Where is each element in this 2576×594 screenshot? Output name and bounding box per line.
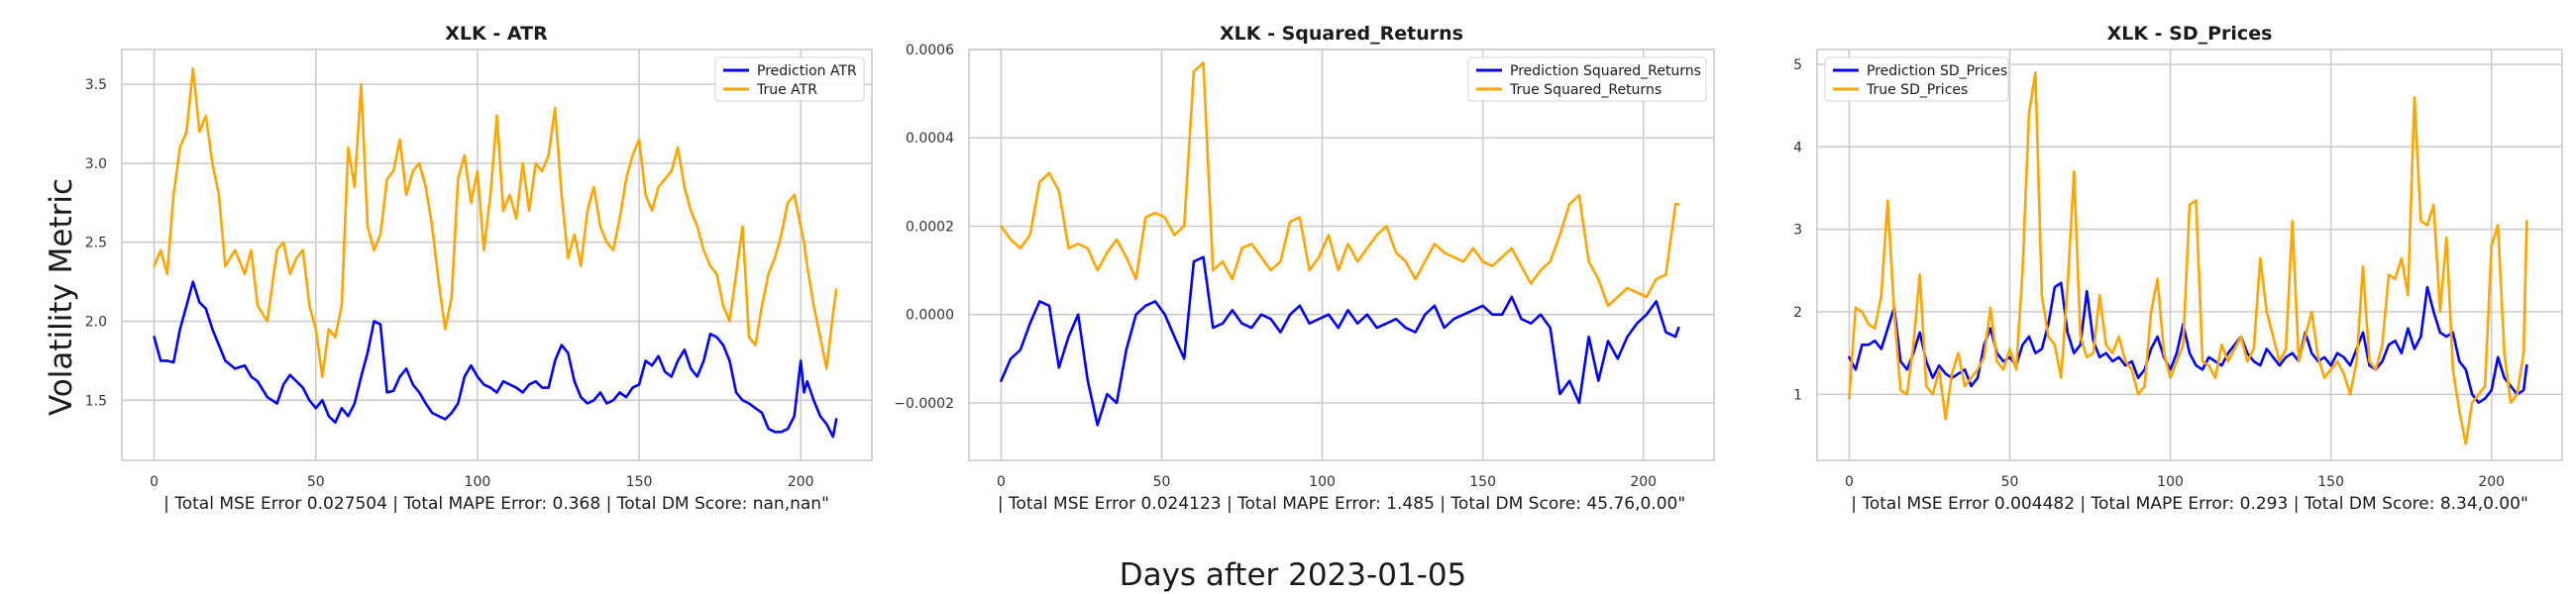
- x-tick-label: 150: [1469, 474, 1496, 490]
- y-tick-label: 2: [1793, 305, 1802, 321]
- series-sd-prices: [1848, 71, 2528, 446]
- y-tick-label: 2.5: [85, 236, 107, 251]
- legend-entry: True ATR: [756, 82, 817, 98]
- xticks-atr: 0 50 100 150 200: [150, 474, 813, 490]
- legend-atr: Prediction ATR True ATR: [714, 56, 865, 102]
- legend-entry: Prediction Squared_Returns: [1510, 63, 1701, 79]
- y-tick-label: 3.5: [85, 77, 107, 93]
- x-tick-label: 50: [1153, 474, 1171, 490]
- y-tick-label: 2.0: [85, 315, 107, 331]
- yticks-sd-prices: 1 2 3 4 5: [1793, 57, 1802, 403]
- x-tick-label: 100: [2157, 474, 2184, 490]
- y-tick-label: 3: [1793, 223, 1802, 239]
- panel-sd-prices: XLK - SD_Prices 1 2 3 4 5 0 50 100 150 200 | Tot…: [1793, 23, 2563, 514]
- series-squared-returns: [1000, 61, 1680, 427]
- legend-box: [1824, 56, 2009, 102]
- x-tick-label: 0: [150, 474, 159, 490]
- panel-squared-returns: XLK - Squared_Returns −0.0002 0.0000 0.000…: [894, 23, 1715, 514]
- x-tick-label: 150: [2317, 474, 2344, 490]
- y-tick-label: 0.0000: [906, 308, 954, 324]
- x-tick-label: 150: [626, 474, 653, 490]
- x-axis-label-sd-prices: | Total MSE Error 0.004482 | Total MAPE …: [1851, 494, 2528, 514]
- series-line-prediction-squared-returns: [1000, 255, 1680, 427]
- plot-area-squared-returns: [968, 49, 1715, 461]
- legend-entry: True SD_Prices: [1866, 82, 1968, 98]
- xticks-squared-returns: 0 50 100 150 200: [997, 474, 1657, 490]
- chart-title-squared-returns: XLK - Squared_Returns: [1220, 23, 1463, 45]
- x-tick-label: 100: [1309, 474, 1336, 490]
- legend-entry: True Squared_Returns: [1509, 82, 1662, 98]
- series-line-true-atr: [153, 66, 838, 378]
- series-atr: [153, 66, 838, 439]
- y-tick-label: 0.0002: [906, 219, 954, 235]
- plot-area-sd-prices: [1816, 49, 2563, 461]
- legend-entry: Prediction SD_Prices: [1867, 63, 2007, 79]
- figure-x-label: Days after 2023-01-05: [1120, 557, 1467, 593]
- legend-box: [1467, 56, 1707, 102]
- y-tick-label: 0.0004: [906, 131, 954, 147]
- legend-squared-returns: Prediction Squared_Returns True Squared_R…: [1467, 56, 1707, 102]
- series-line-true-sd-prices: [1848, 71, 2528, 446]
- yticks-atr: 1.5 2.0 2.5 3.0 3.5: [85, 77, 107, 409]
- figure-y-label: Volatility Metric: [44, 178, 79, 416]
- yticks-squared-returns: −0.0002 0.0000 0.0002 0.0004 0.0006: [894, 43, 954, 412]
- legend-sd-prices: Prediction SD_Prices True SD_Prices: [1824, 56, 2009, 102]
- legend-box: [714, 56, 865, 102]
- grid-atr: [122, 50, 872, 460]
- y-tick-label: 1: [1793, 387, 1802, 403]
- y-tick-label: 3.0: [85, 156, 107, 172]
- y-tick-label: −0.0002: [894, 396, 954, 412]
- x-tick-label: 50: [307, 474, 325, 490]
- y-tick-label: 1.5: [85, 393, 107, 409]
- y-tick-label: 0.0006: [906, 43, 954, 58]
- y-tick-label: 4: [1793, 140, 1802, 155]
- grid-squared-returns: [969, 49, 1714, 460]
- x-tick-label: 50: [2001, 474, 2019, 490]
- x-tick-label: 200: [1630, 474, 1657, 490]
- y-tick-label: 5: [1793, 57, 1802, 73]
- legend-entry: Prediction ATR: [757, 63, 857, 79]
- plot-area-atr: [121, 49, 873, 461]
- panel-atr: XLK - ATR 1.5 2.0 2.5 3.0 3.5 0 50 100 150 200 |…: [85, 23, 873, 514]
- x-tick-label: 100: [465, 474, 491, 490]
- x-axis-label-squared-returns: | Total MSE Error 0.024123 | Total MAPE …: [998, 494, 1685, 514]
- chart-title-atr: XLK - ATR: [445, 23, 548, 45]
- x-tick-label: 200: [788, 474, 814, 490]
- series-line-true-squared-returns: [1000, 61, 1680, 308]
- x-tick-label: 200: [2478, 474, 2505, 490]
- xticks-sd-prices: 0 50 100 150 200: [1845, 474, 2505, 490]
- x-tick-label: 0: [997, 474, 1006, 490]
- series-line-prediction-atr: [153, 280, 838, 439]
- x-tick-label: 0: [1845, 474, 1854, 490]
- chart-title-sd-prices: XLK - SD_Prices: [2107, 23, 2273, 45]
- x-axis-label-atr: | Total MSE Error 0.027504 | Total MAPE …: [163, 494, 829, 514]
